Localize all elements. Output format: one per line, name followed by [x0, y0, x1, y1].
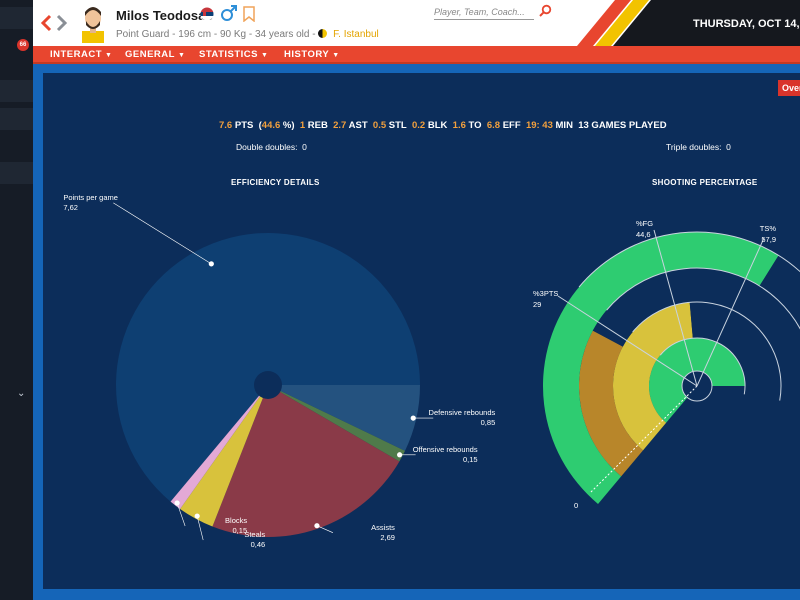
shooting-label-3pts: %3PTS	[533, 289, 559, 298]
blk-value: 0.2	[412, 120, 426, 131]
player-header: Milos Teodosac Point Guard - 196 cm - 90…	[33, 0, 800, 46]
menu-label: GENERAL	[125, 49, 175, 60]
sidebar: 66 ⌄	[0, 0, 33, 600]
overview-tab[interactable]: Overview	[778, 80, 800, 96]
chevron-down-icon: ▼	[177, 52, 186, 59]
pie-label-defensive-rebounds: Defensive rebounds	[428, 408, 496, 418]
season-stat-line: 7.6 PTS (44.6 %) 1 REB 2.7 AST 0.5 STL 0…	[219, 120, 667, 131]
serbia-flag-icon	[200, 7, 214, 21]
reb-value: 1	[299, 120, 306, 131]
notification-badge[interactable]: 66	[17, 39, 29, 51]
ast-value: 2.7	[333, 120, 347, 131]
pie-value-steals: 0,46	[250, 540, 266, 550]
sidebar-item[interactable]	[0, 162, 33, 184]
pie-label-steals: Steals	[244, 530, 266, 540]
menu-label: HISTORY	[284, 49, 330, 60]
triple-doubles-value: 0	[726, 142, 731, 152]
header-decoration	[577, 0, 663, 46]
blk-label: BLK	[427, 120, 448, 131]
eff-label: EFF	[502, 120, 521, 131]
player-avatar	[82, 7, 104, 43]
games-played: 13 GAMES PLAYED	[578, 120, 667, 131]
player-weight: 90 Kg	[219, 29, 247, 40]
triple-doubles-label: Triple doubles:	[666, 142, 722, 152]
current-date: THURSDAY, OCT 14, 20	[693, 18, 800, 30]
team-link[interactable]: F. Istanbul	[333, 29, 379, 40]
fg-value: 44.6	[261, 120, 281, 131]
menu-general[interactable]: GENERAL ▼	[125, 49, 185, 60]
pie-value-offensive-rebounds: 0,15	[463, 454, 478, 464]
menu-label: STATISTICS	[199, 49, 259, 60]
ast-label: AST	[348, 120, 368, 131]
min-label: MIN	[555, 120, 573, 131]
player-position: Point Guard	[116, 29, 170, 40]
back-arrow-icon[interactable]	[40, 14, 52, 32]
double-doubles-value: 0	[302, 142, 307, 152]
shooting-value-fg: 44,6	[636, 230, 651, 239]
nav-arrows	[40, 14, 68, 32]
pie-label-offensive-rebounds: Offensive rebounds	[412, 444, 478, 454]
chevron-down-icon[interactable]: ⌄	[17, 388, 26, 399]
male-icon	[221, 5, 237, 21]
player-age: 34 years old	[254, 29, 310, 40]
pts-label: PTS	[234, 120, 254, 131]
stl-label: STL	[388, 120, 407, 131]
shooting-title: SHOOTING PERCENTAGE	[652, 178, 758, 187]
search-input[interactable]	[434, 4, 534, 20]
shooting-label-ts: TS%	[759, 224, 776, 233]
pie-label-points-per-game: Points per game	[63, 192, 118, 202]
player-height: 196 cm	[178, 29, 212, 40]
pie-value-points-per-game: 7,62	[63, 202, 78, 212]
menu-statistics[interactable]: STATISTICS ▼	[199, 49, 268, 60]
menu-history[interactable]: HISTORY ▼	[284, 49, 340, 60]
stl-value: 0.5	[372, 120, 387, 131]
search-icon[interactable]	[538, 4, 552, 18]
double-doubles-label: Double doubles:	[236, 142, 298, 152]
double-doubles: Double doubles: 0	[236, 142, 307, 152]
shooting-label-fg: %FG	[636, 219, 654, 228]
menu-label: INTERACT	[50, 49, 103, 60]
sidebar-item[interactable]	[0, 7, 33, 29]
menu-interact[interactable]: INTERACT ▼	[50, 49, 112, 60]
sidebar-item[interactable]	[0, 80, 33, 102]
efficiency-title: EFFICIENCY DETAILS	[231, 178, 320, 187]
menu-bar: INTERACT ▼ GENERAL ▼ STATISTICS ▼ HISTORY ▼	[33, 46, 800, 64]
chevron-down-icon: ▼	[332, 52, 340, 59]
date-panel: THURSDAY, OCT 14, 20	[663, 0, 800, 46]
pts-value: 7.6	[219, 120, 233, 131]
shooting-axis-min-label: 0	[574, 501, 579, 510]
pie-value-defensive-rebounds: 0,85	[480, 418, 496, 428]
sidebar-item[interactable]	[0, 108, 33, 130]
fg-percent: (44.6 %)	[258, 120, 295, 131]
pie-value-assists: 2,69	[380, 532, 395, 542]
min-value: 19: 43	[525, 120, 553, 131]
pie-value-blocks: 0,15	[232, 526, 248, 536]
shooting-value-ts: 57,9	[761, 235, 776, 244]
shooting-value-3pts: 29	[533, 300, 542, 309]
pie-label-assists: Assists	[371, 522, 395, 532]
chevron-down-icon: ▼	[261, 52, 269, 59]
bookmark-icon[interactable]	[242, 6, 256, 22]
player-details: Point Guard - 196 cm - 90 Kg - 34 years …	[116, 29, 379, 40]
eff-value: 6.8	[486, 120, 501, 131]
forward-arrow-icon[interactable]	[56, 14, 68, 32]
pie-label-blocks: Blocks	[225, 516, 248, 526]
reb-label: REB	[307, 120, 328, 131]
chevron-down-icon: ▼	[105, 52, 113, 59]
to-label: TO	[468, 120, 482, 131]
team-logo-icon	[318, 29, 328, 38]
triple-doubles: Triple doubles: 0	[666, 142, 731, 152]
to-value: 1.6	[452, 120, 466, 131]
player-name: Milos Teodosac	[116, 8, 213, 23]
